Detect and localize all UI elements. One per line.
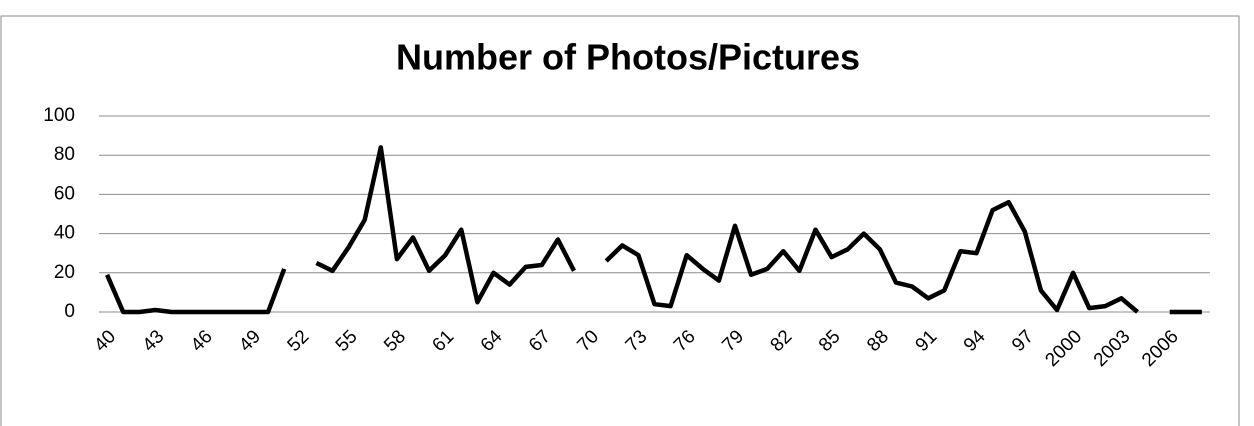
data-line bbox=[105, 145, 1202, 315]
chart-border bbox=[0, 15, 1240, 426]
y-tick-label: 20 bbox=[54, 262, 75, 283]
y-tick-label: 100 bbox=[43, 105, 75, 126]
y-tick-label: 80 bbox=[54, 144, 75, 165]
y-tick-label: 40 bbox=[54, 223, 75, 244]
y-tick-label: 60 bbox=[54, 183, 75, 204]
chart-title: Number of Photos/Pictures bbox=[396, 37, 860, 78]
y-tick-label: 0 bbox=[64, 301, 75, 322]
